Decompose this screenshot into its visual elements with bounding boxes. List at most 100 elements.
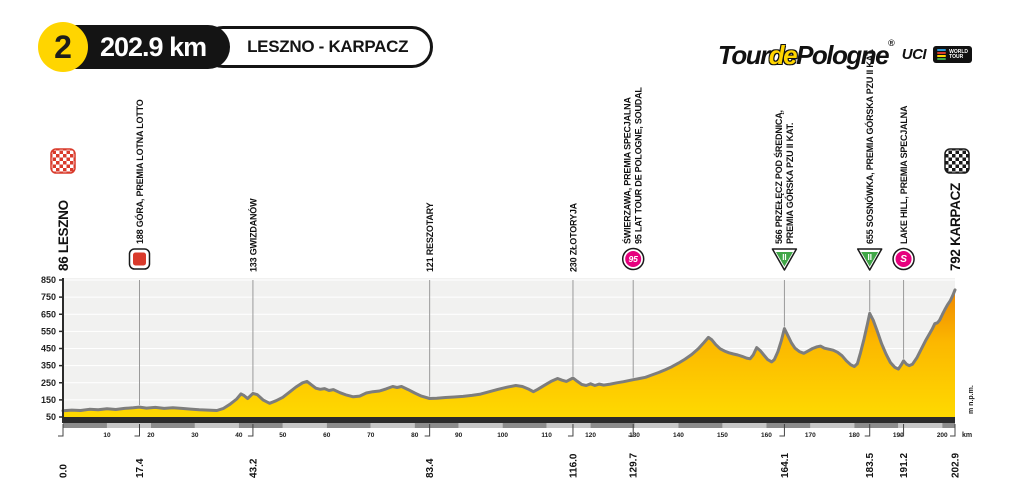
distance-stripe [370,423,415,428]
distance-stripe [63,423,107,428]
y-tick-label: 450 [41,344,56,354]
circle [895,251,912,267]
y-tick-label: 150 [41,395,56,405]
waypoint-km-label: 0.0 [59,464,70,478]
y-tick-label: 750 [41,292,56,302]
distance-stripe [194,423,239,428]
uci-wordmark: UCI [901,46,927,63]
logo-pologne: Pologne [796,40,890,70]
uci-stripes-icon [937,49,947,60]
distance-stripe [942,423,955,428]
x-minor-tick-label: 160 [761,432,772,439]
waypoint-tick [864,424,871,437]
waypoint-tick [950,424,956,437]
waypoint-label: LAKE HILL, PREMIA SPECJALNA [899,105,909,244]
distance-stripe [810,423,855,428]
circle [625,251,642,267]
waypoint-tick [424,424,431,437]
distance-stripe [238,423,283,428]
distance-stripe [678,423,723,428]
y-tick-label: 50 [46,412,56,422]
distance-stripe [854,423,899,428]
distance-value: 202.9 km [100,31,207,62]
y-axis-unit: m n.p.m. [968,385,975,414]
y-tick-label: 250 [41,378,56,388]
kom-2-icon: II [856,248,883,271]
logo-de: de [768,40,798,70]
waypoint-label: 566 PRZEŁĘCZ POD ŚREDNICĄ, [773,110,784,244]
x-minor-tick-label: 30 [191,432,199,439]
uci-world-tour-badge: WORLD TOUR [933,46,972,63]
x-minor-tick-label: 80 [411,432,419,439]
finish-flag-icon [944,148,970,174]
text: S [900,254,907,265]
waypoint-tick [628,424,634,437]
x-axis-unit: km [962,432,972,439]
waypoint-km-label: 129.7 [629,453,640,478]
distance-stripe [502,423,547,428]
waypoint-label-line2: 95 LAT TOUR DE POLOGNE, SOUDAL [634,87,644,244]
waypoint-km-label: 116.0 [568,453,579,478]
start-flag-icon [50,148,76,174]
waypoint-km-label: 202.9 [951,453,962,478]
path [775,252,793,267]
world-label: WORLD [949,48,968,55]
waypoint-km-label: 191.2 [899,453,910,478]
rect [132,252,146,266]
text: II [867,253,871,262]
x-minor-tick-label: 190 [893,432,904,439]
distance-stripe [414,423,459,428]
waypoint-label: 655 SOSNÓWKA, PREMIA GÓRSKA PZU II KAT. [864,49,875,244]
route-name: LESZNO - KARPACZ [247,37,409,56]
distance-stripe [326,423,371,428]
distance-stripe [898,423,943,428]
y-tick-label: 550 [41,326,56,336]
route-pill: LESZNO - KARPACZ [202,26,434,68]
waypoint-km-label: 83.4 [425,458,436,478]
waypoint-label: 230 ZŁOTORYJA [568,202,578,272]
profile-area [63,289,955,423]
stage-number: 2 [54,28,72,65]
distance-stripe [590,423,635,428]
waypoint-label: 121 RESZOTARY [425,202,435,272]
x-minor-tick-label: 70 [367,432,375,439]
rect [50,148,76,174]
y-tick-label: 350 [41,361,56,371]
waypoint-km-label: 17.4 [135,458,146,478]
x-minor-tick-label: 60 [323,432,331,439]
waypoint-label-line2: PREMIA GÓRSKA PZU II KAT. [784,123,795,244]
waypoint-tick [58,424,64,437]
x-minor-tick-label: 100 [497,432,508,439]
x-minor-tick-label: 200 [937,432,948,439]
profile-outline [61,288,957,413]
text: 95 [628,254,638,264]
distance-stripe [458,423,503,428]
distance-stripe [282,423,327,428]
baseline-band [63,417,955,423]
x-minor-tick-label: 130 [629,432,640,439]
waypoint-tick [779,424,785,437]
x-minor-tick-label: 50 [279,432,287,439]
x-minor-tick-label: 90 [455,432,463,439]
waypoint-tick [134,424,140,437]
stage-header: 2 202.9 km LESZNO - KARPACZ [38,21,434,73]
rect [944,148,970,174]
logo-tour: Tour [717,40,770,70]
registered-mark: ® [888,38,895,48]
tour-de-pologne-logo: TourdePologne® UCI WORLD TOUR [718,38,972,71]
sprint-icon [128,248,151,270]
waypoint-label: 133 GWIZDANÓW [247,198,258,272]
waypoint-label: 188 GÓRA, PREMIA LOTNA LOTTO [134,99,145,244]
waypoint-km-label: 164.1 [780,453,791,478]
distance-stripe [634,423,679,428]
tour-label: TOUR [949,53,964,60]
special-s-icon: S [892,247,915,271]
waypoint-km-label: 43.2 [248,458,259,478]
x-minor-tick-label: 150 [717,432,728,439]
waypoint-label: ŚWIERZAWA, PREMIA SPECJALNA [622,97,633,244]
text: II [782,253,786,262]
waypoint-km-label: 183.5 [865,453,876,478]
path [861,252,879,267]
